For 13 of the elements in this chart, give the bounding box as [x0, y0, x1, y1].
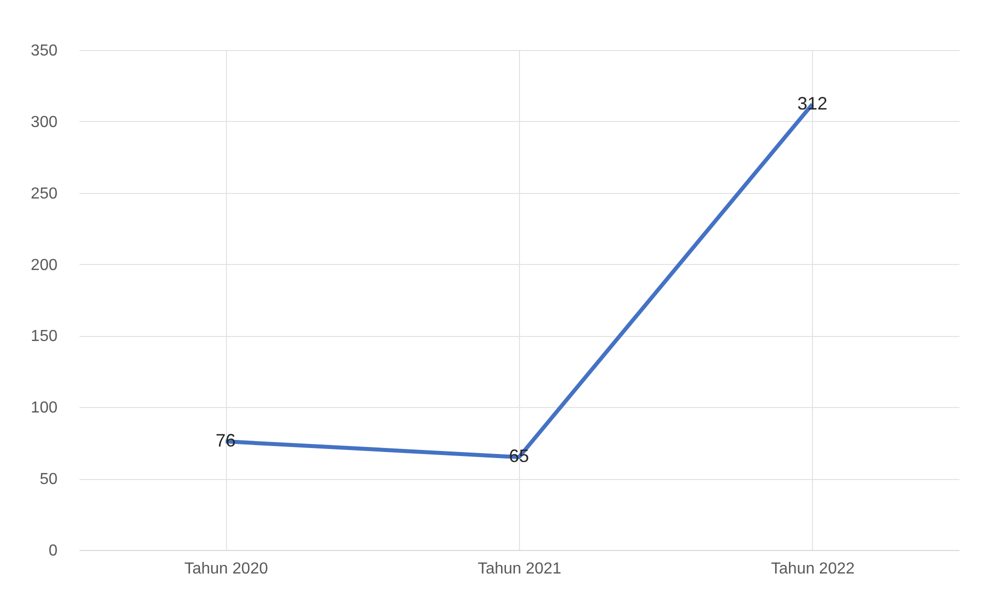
y-tick-label: 50: [40, 471, 58, 488]
y-tick-label: 100: [30, 400, 58, 417]
x-tick-label: Tahun 2020: [184, 560, 268, 578]
x-tick-label: Tahun 2022: [771, 560, 855, 578]
y-tick-label: 200: [30, 256, 58, 274]
x-tick-label: Tahun 2021: [478, 560, 562, 578]
y-tick-label: 150: [30, 328, 58, 346]
data-label: 76: [216, 430, 236, 450]
y-tick-label: 300: [30, 114, 58, 131]
y-tick-label: 0: [48, 542, 58, 560]
data-label: 312: [797, 93, 828, 114]
y-tick-label: 350: [30, 42, 58, 60]
y-tick-label: 250: [30, 185, 58, 202]
